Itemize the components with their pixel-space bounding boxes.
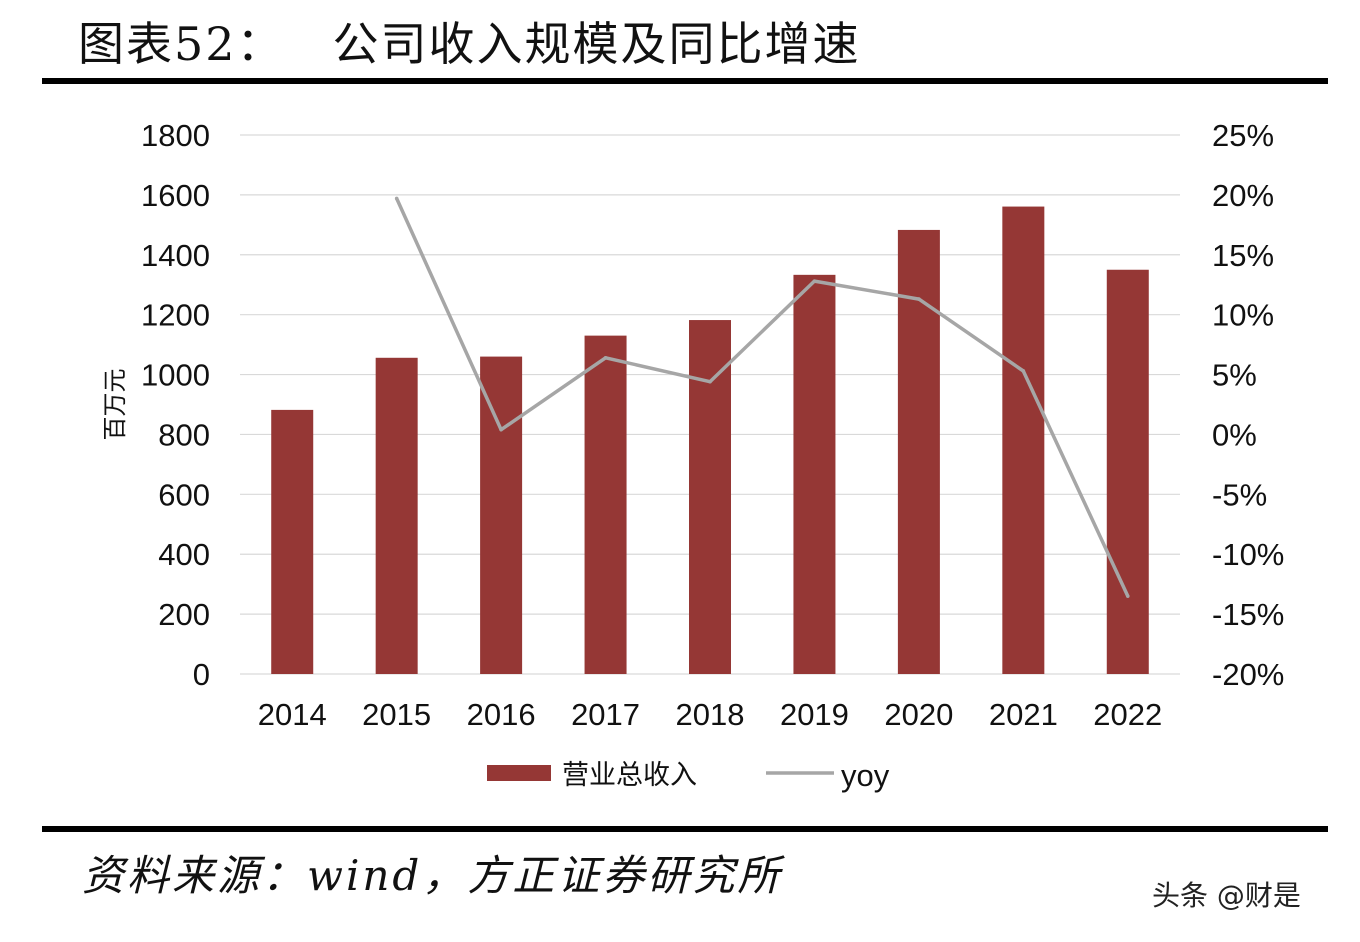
bar-2021	[1002, 206, 1045, 675]
legend-swatch-revenue	[487, 765, 551, 781]
y2-tick-label: 25%	[1212, 118, 1274, 153]
y2-tick-label: 15%	[1212, 238, 1274, 273]
y-tick-label: 600	[158, 477, 210, 512]
chart-title: 图表52： 公司收入规模及同比增速	[78, 14, 861, 74]
x-tick-label: 2016	[467, 697, 536, 732]
yoy-point-2016	[499, 427, 503, 432]
y-tick-label: 200	[158, 597, 210, 632]
bar-2018	[689, 320, 731, 674]
x-tick-label: 2022	[1093, 697, 1162, 732]
revenue-yoy-chart: 0 200 400 600 800 1000 1200 1400 1600 1800 -20% -15…	[101, 118, 1284, 793]
y2-tick-label: 20%	[1212, 178, 1274, 213]
y-axis-label: 百万元	[101, 369, 129, 441]
yoy-point-2019	[812, 279, 817, 283]
bar-2015	[375, 357, 418, 674]
yoy-point-2017	[603, 355, 608, 360]
y2-tick-label: 10%	[1212, 298, 1274, 333]
x-tick-label: 2015	[362, 697, 431, 732]
y-tick-label: 1000	[141, 358, 210, 393]
y2-tick-label: 0%	[1212, 417, 1257, 452]
y2-tick-label: -15%	[1212, 597, 1284, 632]
yoy-point-2015	[394, 196, 399, 201]
y2-tick-label: 5%	[1212, 358, 1257, 393]
y-tick-label: 1400	[141, 238, 210, 273]
y2-tick-label: -20%	[1212, 657, 1284, 692]
yoy-point-2020	[917, 297, 921, 301]
x-tick-label: 2014	[258, 697, 327, 732]
yoy-point-2018	[708, 379, 712, 384]
legend-label-revenue: 营业总收入	[562, 760, 697, 791]
yoy-point-2021	[1021, 369, 1026, 373]
y-tick-label: 400	[158, 537, 210, 572]
y-tick-label: 1200	[141, 298, 210, 333]
y2-tick-label: -10%	[1212, 537, 1284, 572]
bar-2014	[271, 409, 314, 674]
x-tick-label: 2020	[884, 697, 953, 732]
bottom-rule	[42, 826, 1328, 832]
bar-2017	[584, 335, 627, 674]
y-tick-label: 1800	[141, 118, 210, 153]
y-tick-label: 0	[193, 657, 210, 692]
chart-title-label: 图表52：	[78, 17, 285, 71]
x-tick-label: 2019	[780, 697, 849, 732]
top-rule	[42, 78, 1328, 84]
bar-2022	[1106, 269, 1149, 674]
x-tick-label: 2017	[571, 697, 640, 732]
y-tick-label: 1600	[141, 178, 210, 213]
y2-tick-label: -5%	[1212, 477, 1267, 512]
legend-label-yoy: yoy	[841, 758, 890, 793]
x-tick-label: 2021	[989, 697, 1058, 732]
chart-title-text: 公司收入规模及同比增速	[332, 17, 861, 71]
y-tick-label: 800	[158, 417, 210, 452]
watermark: 头条 @财是	[1152, 879, 1301, 912]
yoy-point-2022	[1125, 594, 1130, 598]
bar-2020	[897, 229, 940, 674]
bar-2016	[480, 356, 523, 674]
bar-2019	[793, 274, 836, 674]
yoy-line	[395, 197, 1130, 597]
x-tick-label: 2018	[676, 697, 745, 732]
source-note: 资料来源：wind，方正证券研究所	[82, 851, 783, 900]
